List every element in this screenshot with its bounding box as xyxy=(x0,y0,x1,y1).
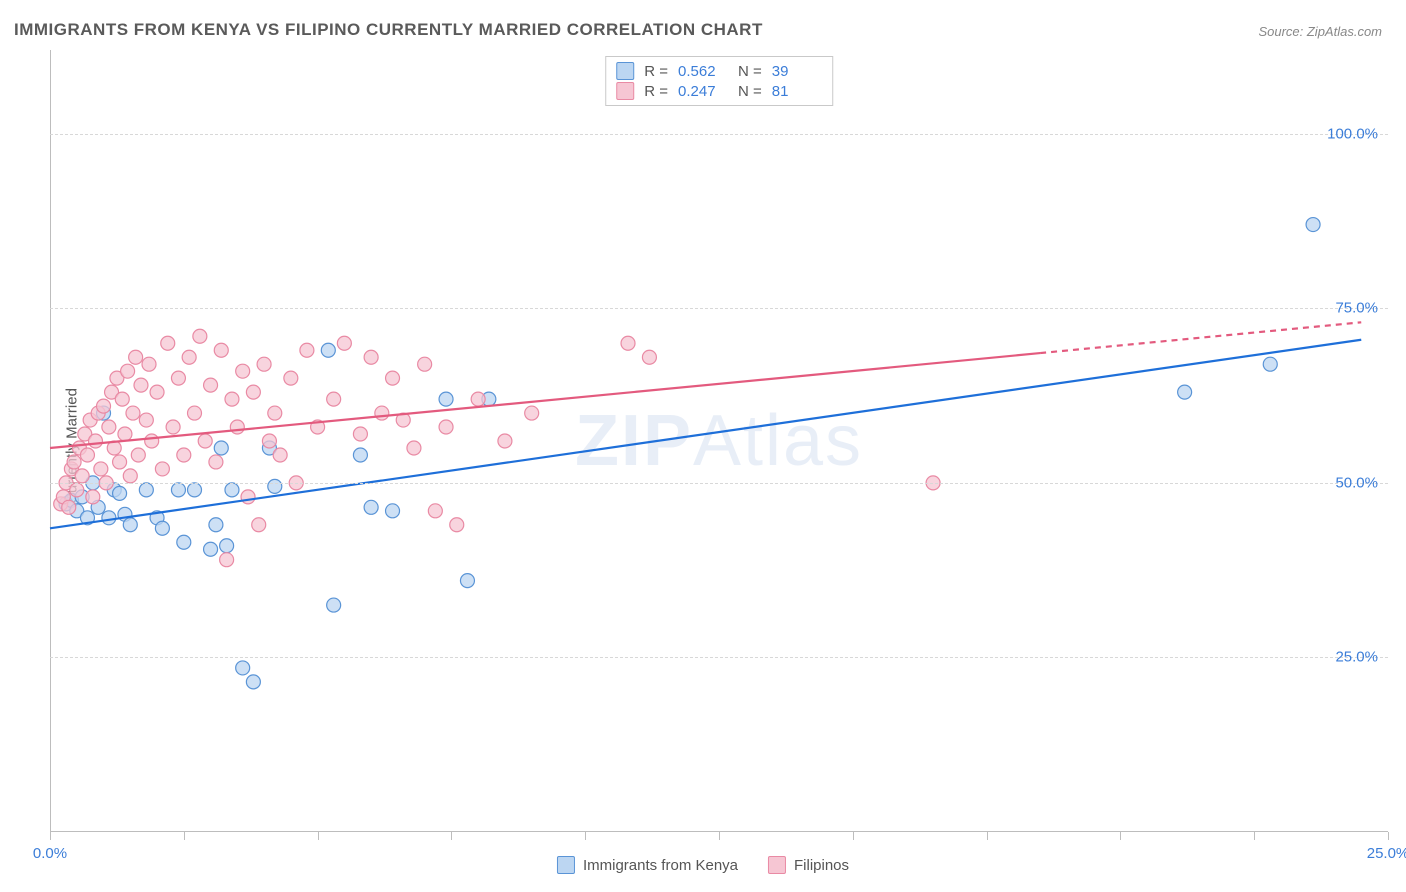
x-tick xyxy=(987,832,988,840)
legend-series-label: Immigrants from Kenya xyxy=(583,857,738,874)
legend-n-label: N = xyxy=(738,63,762,80)
x-tick xyxy=(1388,832,1389,840)
x-tick xyxy=(1254,832,1255,840)
legend-series-label: Filipinos xyxy=(794,857,849,874)
gridline xyxy=(50,657,1388,658)
legend-correlation-row: R = 0.247 N = 81 xyxy=(616,81,822,101)
chart-title: IMMIGRANTS FROM KENYA VS FILIPINO CURREN… xyxy=(14,20,763,40)
x-tick xyxy=(318,832,319,840)
legend-r-label: R = xyxy=(644,63,668,80)
x-tick xyxy=(1120,832,1121,840)
x-tick-label: 0.0% xyxy=(33,845,67,862)
legend-swatch xyxy=(616,62,634,80)
y-tick-label: 100.0% xyxy=(1327,125,1378,142)
legend-swatch xyxy=(616,82,634,100)
legend-swatch xyxy=(557,856,575,874)
legend-r-value: 0.562 xyxy=(678,63,728,80)
x-tick xyxy=(184,832,185,840)
y-tick-label: 25.0% xyxy=(1335,649,1378,666)
legend-n-label: N = xyxy=(738,83,762,100)
legend-r-label: R = xyxy=(644,83,668,100)
legend-swatch xyxy=(768,856,786,874)
x-tick xyxy=(853,832,854,840)
legend-n-value: 39 xyxy=(772,63,822,80)
x-tick xyxy=(451,832,452,840)
gridline xyxy=(50,134,1388,135)
x-tick xyxy=(585,832,586,840)
legend-correlation: R = 0.562 N = 39 R = 0.247 N = 81 xyxy=(605,56,833,106)
legend-n-value: 81 xyxy=(772,83,822,100)
plot-svg xyxy=(50,50,1388,832)
legend-correlation-row: R = 0.562 N = 39 xyxy=(616,61,822,81)
plot-area: ZIPAtlas R =0.562N =39R =0.247N =81 25.0… xyxy=(50,50,1388,832)
legend-series-item: Filipinos xyxy=(768,856,849,874)
legend-series: Immigrants from Kenya Filipinos xyxy=(557,856,849,874)
x-tick-label: 25.0% xyxy=(1367,845,1406,862)
y-tick-label: 75.0% xyxy=(1335,300,1378,317)
gridline xyxy=(50,483,1388,484)
y-tick-label: 50.0% xyxy=(1335,474,1378,491)
legend-r-value: 0.247 xyxy=(678,83,728,100)
source-attribution: Source: ZipAtlas.com xyxy=(1258,24,1382,39)
gridline xyxy=(50,308,1388,309)
legend-series-item: Immigrants from Kenya xyxy=(557,856,738,874)
x-tick xyxy=(719,832,720,840)
x-tick xyxy=(50,832,51,840)
